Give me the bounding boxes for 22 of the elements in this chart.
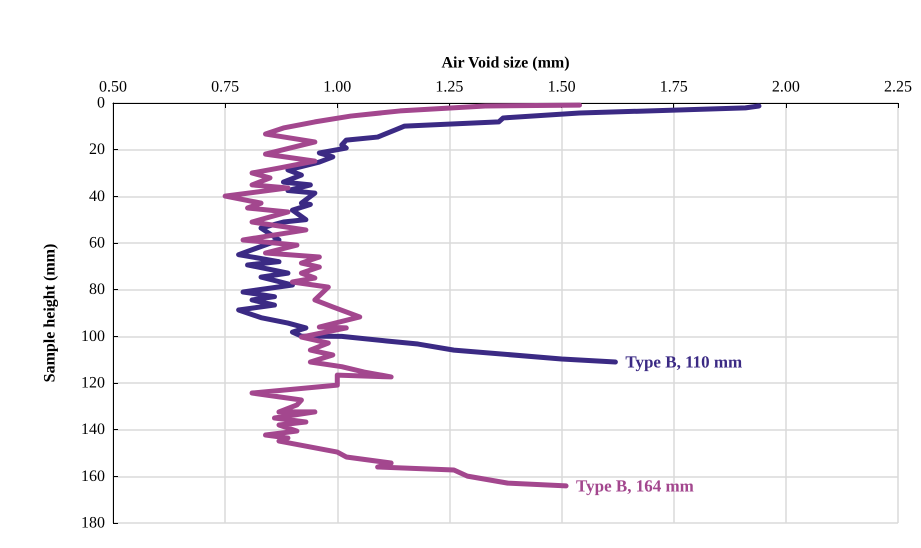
y-tick-label: 0 bbox=[97, 94, 105, 112]
x-tick-label: 1.75 bbox=[660, 78, 688, 96]
y-tick-label: 180 bbox=[81, 514, 105, 532]
x-tick-label: 1.50 bbox=[548, 78, 576, 96]
x-tick-label: 2.25 bbox=[884, 78, 912, 96]
x-tick-label: 2.00 bbox=[772, 78, 800, 96]
y-tick-label: 100 bbox=[81, 328, 105, 345]
x-tick-label: 1.00 bbox=[323, 78, 352, 96]
y-tick-label: 20 bbox=[89, 141, 105, 158]
y-tick-label: 80 bbox=[89, 281, 105, 298]
x-tick-label: 0.50 bbox=[99, 78, 127, 96]
y-axis-title: Sample height (mm) bbox=[42, 244, 58, 382]
series-label: Type B, 164 mm bbox=[576, 476, 694, 496]
y-tick-label: 60 bbox=[89, 234, 105, 252]
x-tick-label: 1.25 bbox=[435, 78, 464, 96]
y-tick-label: 160 bbox=[81, 468, 105, 485]
y-tick-label: 40 bbox=[89, 188, 105, 205]
series-label: Type B, 110 mm bbox=[625, 352, 742, 372]
x-tick-label: 0.75 bbox=[211, 78, 240, 96]
y-tick-label: 120 bbox=[81, 374, 105, 392]
y-tick-label: 140 bbox=[81, 421, 105, 438]
x-axis-title: Air Void size (mm) bbox=[441, 54, 570, 72]
